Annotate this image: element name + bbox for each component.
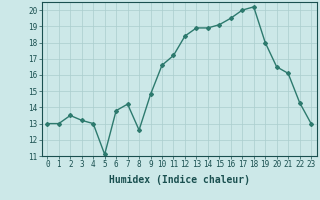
X-axis label: Humidex (Indice chaleur): Humidex (Indice chaleur) — [109, 175, 250, 185]
